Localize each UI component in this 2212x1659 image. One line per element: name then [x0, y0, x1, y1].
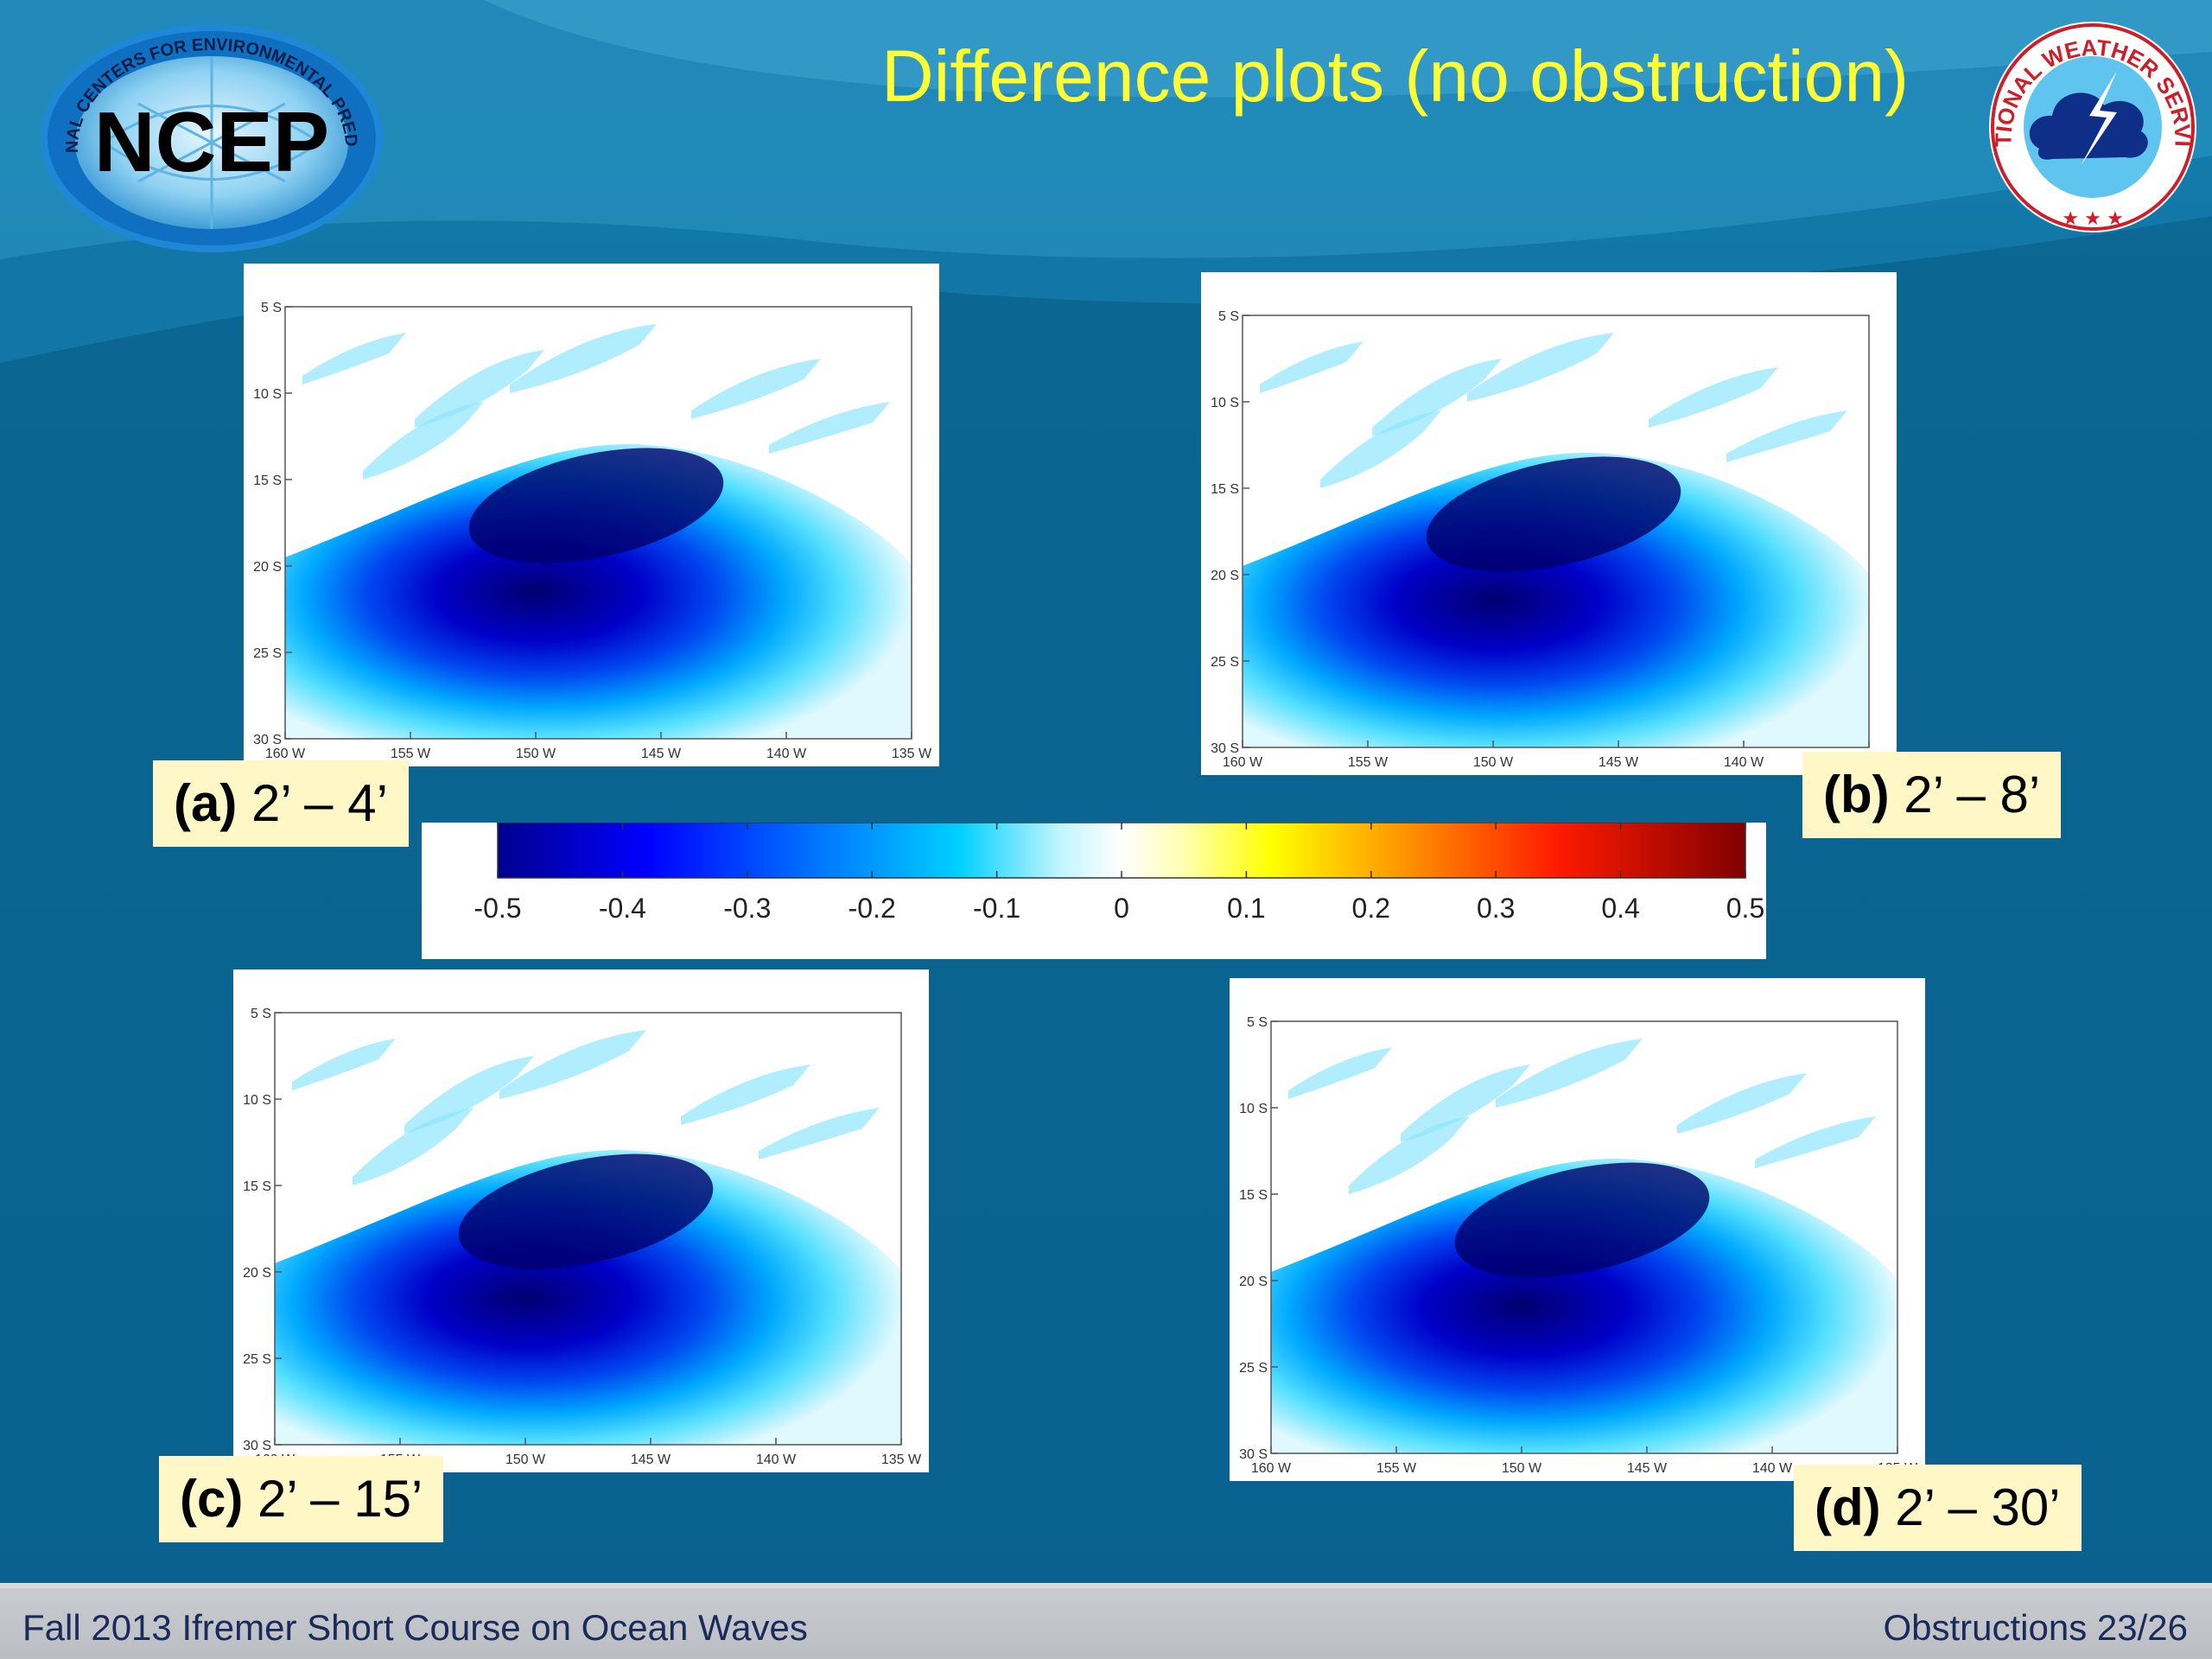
- lat-tick-label: 30 S: [1211, 741, 1239, 756]
- lat-tick-label: 15 S: [253, 474, 282, 488]
- panel-caption-c: (c) 2’ – 15’: [159, 1456, 444, 1542]
- lon-tick-label: 155 W: [391, 747, 431, 761]
- difference-map: [285, 307, 912, 739]
- colorbar-tick-label: -0.5: [474, 893, 521, 924]
- ncep-logo-text: NCEP: [94, 94, 329, 189]
- lat-tick-label: 5 S: [1218, 309, 1239, 324]
- lon-tick-label: 150 W: [505, 1452, 546, 1467]
- lat-tick-label: 25 S: [243, 1352, 271, 1367]
- colorbar-tick-label: 0.3: [1477, 893, 1515, 924]
- lon-tick-label: 150 W: [516, 747, 556, 761]
- lon-tick-label: 145 W: [631, 1452, 671, 1467]
- background-swoosh-top: [484, 0, 2212, 98]
- colorbar-gradient: [497, 822, 1746, 879]
- lon-tick-label: 155 W: [1348, 755, 1389, 770]
- ncep-globe-icon: NATIONAL CENTERS FOR ENVIRONMENTAL PREDI…: [35, 17, 383, 252]
- slide-title: Difference plots (no obstruction): [881, 35, 1910, 117]
- lat-tick-label: 15 S: [1239, 1188, 1268, 1203]
- lat-tick-label: 20 S: [243, 1266, 271, 1281]
- colorbar-tick-label: -0.1: [973, 893, 1020, 924]
- lon-tick-label: 140 W: [756, 1452, 797, 1467]
- plot-frame: [274, 1012, 902, 1446]
- lat-tick-label: 5 S: [1247, 1015, 1268, 1030]
- lat-tick-label: 25 S: [253, 646, 282, 661]
- footer-course-title: Fall 2013 Ifremer Short Course on Ocean …: [22, 1607, 808, 1648]
- plot-frame: [1270, 1020, 1898, 1454]
- colorbar-tick-label: 0: [1114, 893, 1129, 924]
- plot-frame: [1242, 315, 1870, 748]
- svg-text:★ ★ ★: ★ ★ ★: [2062, 207, 2123, 229]
- colorbar-tick-label: 0.2: [1352, 893, 1390, 924]
- lon-tick-label: 145 W: [1627, 1461, 1668, 1476]
- plot-panel-d: 5 S 10 S 15 S 20 S 25 S 30 S 160 W 155 W 150 W 14…: [1230, 978, 1925, 1481]
- lat-tick-label: 20 S: [1239, 1274, 1268, 1289]
- lon-tick-label: 140 W: [766, 747, 807, 761]
- plot-panel-a: 5 S 10 S 15 S 20 S 25 S 30 S 160 W 155 W 150 W 14…: [244, 264, 939, 766]
- lat-tick-label: 20 S: [253, 560, 282, 575]
- lat-tick-label: 5 S: [261, 301, 282, 315]
- lat-tick-label: 5 S: [251, 1007, 271, 1021]
- lon-tick-label: 135 W: [892, 747, 932, 761]
- colorbar-tick-label: 0.5: [1726, 893, 1764, 924]
- lon-tick-label: 145 W: [641, 747, 682, 761]
- caption-letter: (a): [174, 774, 238, 832]
- colorbar-tick-label: 0.1: [1227, 893, 1265, 924]
- caption-letter: (c): [180, 1470, 244, 1528]
- footer-page-number: Obstructions 23/26: [1883, 1607, 2188, 1648]
- lon-tick-label: 160 W: [1223, 755, 1263, 770]
- lon-tick-label: 160 W: [1251, 1461, 1292, 1476]
- difference-map: [275, 1013, 901, 1445]
- lat-tick-label: 15 S: [243, 1179, 271, 1194]
- plot-panel-b: 5 S 10 S 15 S 20 S 25 S 30 S 160 W 155 W 150 W 14…: [1201, 272, 1897, 775]
- panel-caption-d: (d) 2’ – 30’: [1794, 1465, 2082, 1551]
- lon-tick-label: 140 W: [1752, 1461, 1793, 1476]
- difference-map: [1271, 1021, 1897, 1453]
- caption-label: 2’ – 30’: [1895, 1478, 2061, 1536]
- colorbar-tick-label: -0.4: [599, 893, 646, 924]
- lon-tick-label: 155 W: [1376, 1461, 1417, 1476]
- lat-tick-label: 10 S: [1211, 396, 1239, 410]
- colorbar-tick-label: 0.4: [1601, 893, 1639, 924]
- lat-tick-label: 30 S: [253, 733, 282, 747]
- colorbar-tick-label: -0.3: [723, 893, 771, 924]
- difference-map: [1243, 315, 1869, 747]
- lon-tick-label: 150 W: [1502, 1461, 1542, 1476]
- footer-bar: Fall 2013 Ifremer Short Course on Ocean …: [0, 1583, 2212, 1659]
- nws-cloud-lightning-icon: NATIONAL WEATHER SERVICE ★ ★ ★: [1987, 19, 2196, 232]
- caption-label: 2’ – 8’: [1904, 766, 2041, 823]
- plot-frame: [284, 306, 912, 740]
- lon-tick-label: 140 W: [1724, 755, 1764, 770]
- caption-label: 2’ – 15’: [257, 1470, 423, 1528]
- colorbar-tick-label: -0.2: [849, 893, 896, 924]
- lat-tick-label: 30 S: [1239, 1447, 1268, 1462]
- lon-tick-label: 135 W: [881, 1452, 922, 1467]
- caption-label: 2’ – 4’: [251, 774, 388, 832]
- lon-tick-label: 160 W: [265, 747, 306, 761]
- lat-tick-label: 25 S: [1211, 655, 1239, 670]
- lat-tick-label: 25 S: [1239, 1361, 1268, 1376]
- lat-tick-label: 30 S: [243, 1439, 271, 1453]
- lat-tick-label: 10 S: [1239, 1102, 1268, 1116]
- lat-tick-label: 10 S: [243, 1093, 271, 1108]
- panel-caption-a: (a) 2’ – 4’: [153, 760, 409, 847]
- lat-tick-label: 15 S: [1211, 482, 1239, 497]
- lat-tick-label: 20 S: [1211, 569, 1239, 583]
- lat-tick-label: 10 S: [253, 387, 282, 402]
- panel-caption-b: (b) 2’ – 8’: [1802, 752, 2062, 838]
- background-swoosh-light: [0, 0, 2212, 259]
- colorbar: -0.5 -0.4 -0.3 -0.2 -0.1 0 0.1 0.2 0.3 0.4 0.5: [422, 822, 1766, 959]
- caption-letter: (d): [1815, 1478, 1881, 1536]
- caption-letter: (b): [1823, 766, 1890, 823]
- lon-tick-label: 150 W: [1473, 755, 1514, 770]
- lon-tick-label: 145 W: [1599, 755, 1639, 770]
